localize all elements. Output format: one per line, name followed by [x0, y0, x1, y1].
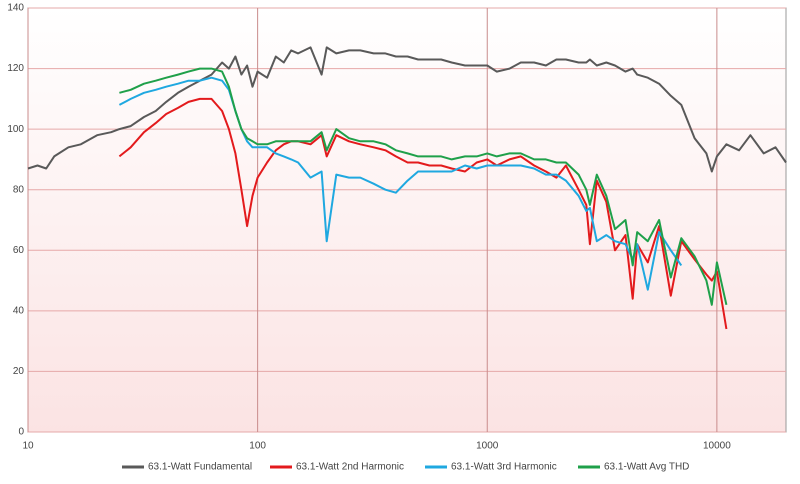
y-tick-label: 40 [13, 305, 25, 316]
y-tick-label: 80 [13, 184, 25, 195]
x-tick-label: 100 [249, 441, 266, 452]
series-line [118, 97, 728, 330]
series-line [27, 46, 787, 173]
plot-area [27, 7, 787, 433]
y-tick-label: 100 [7, 124, 24, 135]
legend-label: 63.1-Watt 2nd Harmonic [296, 462, 404, 473]
y-tick-label: 20 [13, 366, 25, 377]
y-tick-label: 0 [18, 427, 24, 438]
series-line [118, 76, 683, 291]
legend-label: 63.1-Watt 3rd Harmonic [451, 462, 557, 473]
x-tick-label: 10 [22, 441, 34, 452]
y-tick-label: 140 [7, 3, 24, 14]
legend-label: 63.1-Watt Fundamental [148, 462, 252, 473]
y-tick-label: 60 [13, 245, 25, 256]
legend-label: 63.1-Watt Avg THD [604, 462, 689, 473]
series-line [119, 67, 728, 306]
x-tick-label: 1000 [476, 441, 499, 452]
y-tick-label: 120 [7, 63, 24, 74]
x-tick-label: 10000 [703, 441, 731, 452]
